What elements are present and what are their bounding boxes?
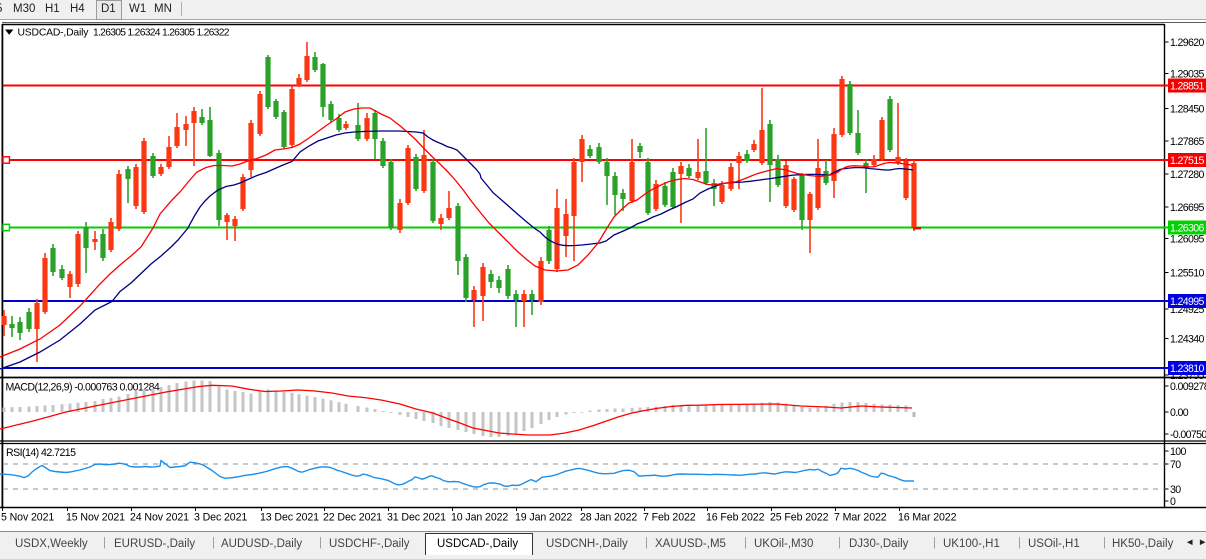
svg-text:1.27865: 1.27865 <box>1170 136 1205 148</box>
svg-text:-0.007504: -0.007504 <box>1170 429 1206 441</box>
svg-text:1.25510: 1.25510 <box>1170 267 1205 279</box>
svg-text:28 Jan 2022: 28 Jan 2022 <box>580 512 637 524</box>
svg-text:1.26095: 1.26095 <box>1170 233 1205 245</box>
svg-text:1.26306: 1.26306 <box>1170 223 1205 235</box>
svg-text:1.27515: 1.27515 <box>1170 155 1205 167</box>
svg-text:16 Feb 2022: 16 Feb 2022 <box>706 512 765 524</box>
svg-text:5 Nov 2021: 5 Nov 2021 <box>1 512 54 524</box>
svg-text:3 Dec 2021: 3 Dec 2021 <box>194 512 247 524</box>
svg-text:1.29620: 1.29620 <box>1170 37 1205 49</box>
svg-text:10 Jan 2022: 10 Jan 2022 <box>451 512 508 524</box>
svg-text:15 Nov 2021: 15 Nov 2021 <box>66 512 125 524</box>
svg-text:1.28851: 1.28851 <box>1170 81 1205 93</box>
svg-text:MACD(12,26,9) -0.000763 0.0012: MACD(12,26,9) -0.000763 0.001284 <box>6 382 160 394</box>
svg-text:7 Mar 2022: 7 Mar 2022 <box>834 512 887 524</box>
svg-text:1.26305 1.26324 1.26305 1.2632: 1.26305 1.26324 1.26305 1.26322 <box>93 28 230 39</box>
svg-text:1.23810: 1.23810 <box>1170 363 1205 375</box>
svg-text:RSI(14) 42.7215: RSI(14) 42.7215 <box>6 447 76 459</box>
svg-text:1.27280: 1.27280 <box>1170 169 1205 181</box>
svg-text:1.24995: 1.24995 <box>1170 296 1205 308</box>
svg-text:22 Dec 2021: 22 Dec 2021 <box>323 512 382 524</box>
svg-text:13 Dec 2021: 13 Dec 2021 <box>260 512 319 524</box>
svg-text:25 Feb 2022: 25 Feb 2022 <box>770 512 829 524</box>
svg-text:30: 30 <box>1170 484 1181 496</box>
svg-text:31 Dec 2021: 31 Dec 2021 <box>387 512 446 524</box>
svg-text:1.24340: 1.24340 <box>1170 333 1205 345</box>
svg-text:USDCAD-,Daily: USDCAD-,Daily <box>18 28 90 39</box>
svg-text:1.28450: 1.28450 <box>1170 103 1205 115</box>
svg-text:7 Feb 2022: 7 Feb 2022 <box>643 512 696 524</box>
svg-text:70: 70 <box>1170 459 1181 471</box>
svg-text:19 Jan 2022: 19 Jan 2022 <box>515 512 572 524</box>
svg-text:0: 0 <box>1170 496 1176 508</box>
svg-text:0.009278: 0.009278 <box>1170 381 1206 393</box>
svg-text:16 Mar 2022: 16 Mar 2022 <box>898 512 957 524</box>
svg-text:1.29035: 1.29035 <box>1170 68 1205 80</box>
svg-text:1.26695: 1.26695 <box>1170 202 1205 214</box>
svg-text:100: 100 <box>1170 446 1186 458</box>
svg-text:0.00: 0.00 <box>1170 407 1189 419</box>
svg-text:24 Nov 2021: 24 Nov 2021 <box>130 512 189 524</box>
